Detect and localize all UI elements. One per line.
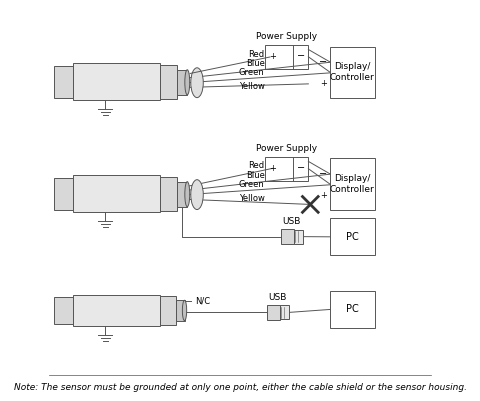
Text: Display/
Controller: Display/ Controller — [330, 174, 375, 194]
Text: Yellow: Yellow — [239, 194, 264, 203]
Bar — [73, 175, 160, 212]
Bar — [330, 47, 375, 97]
Bar — [160, 65, 178, 99]
Ellipse shape — [191, 180, 203, 210]
Bar — [281, 229, 294, 245]
Text: Yellow: Yellow — [239, 82, 264, 91]
Bar — [176, 300, 184, 321]
Text: USB: USB — [269, 293, 287, 302]
Text: N/C: N/C — [195, 297, 210, 306]
Text: Display/
Controller: Display/ Controller — [330, 63, 375, 82]
Bar — [178, 70, 187, 95]
Text: PC: PC — [346, 304, 359, 314]
Text: Note: The sensor must be grounded at only one point, either the cable shield or : Note: The sensor must be grounded at onl… — [13, 383, 467, 391]
Text: Power Supply: Power Supply — [256, 144, 317, 153]
Bar — [330, 158, 375, 210]
Text: PC: PC — [346, 232, 359, 242]
Text: −: − — [297, 163, 305, 173]
Text: Blue: Blue — [246, 59, 264, 68]
Bar — [265, 45, 308, 69]
Ellipse shape — [185, 182, 190, 207]
Bar — [73, 295, 160, 326]
Text: +: + — [320, 191, 327, 200]
Bar — [267, 304, 280, 320]
Ellipse shape — [182, 300, 187, 321]
Text: USB: USB — [282, 217, 301, 227]
Bar — [54, 297, 73, 324]
Text: +: + — [320, 79, 327, 88]
Bar — [73, 63, 160, 100]
Bar — [54, 178, 73, 210]
Bar — [330, 218, 375, 255]
Ellipse shape — [185, 70, 190, 95]
Text: Red: Red — [249, 50, 264, 59]
Bar — [160, 296, 176, 325]
Text: Power Supply: Power Supply — [256, 32, 317, 41]
Ellipse shape — [191, 68, 203, 97]
Text: Blue: Blue — [246, 171, 264, 180]
Text: −: − — [319, 57, 327, 67]
Text: −: − — [297, 51, 305, 61]
Text: +: + — [269, 164, 276, 173]
Text: −: − — [319, 169, 327, 179]
Text: Red: Red — [249, 162, 264, 170]
Bar — [160, 177, 178, 211]
Bar — [330, 291, 375, 328]
Bar — [178, 182, 187, 207]
Text: Green: Green — [239, 69, 264, 77]
Bar — [280, 305, 289, 320]
Text: Green: Green — [239, 180, 264, 189]
Bar — [265, 156, 308, 181]
Text: +: + — [269, 52, 276, 61]
Bar — [294, 229, 302, 244]
Bar — [54, 66, 73, 97]
